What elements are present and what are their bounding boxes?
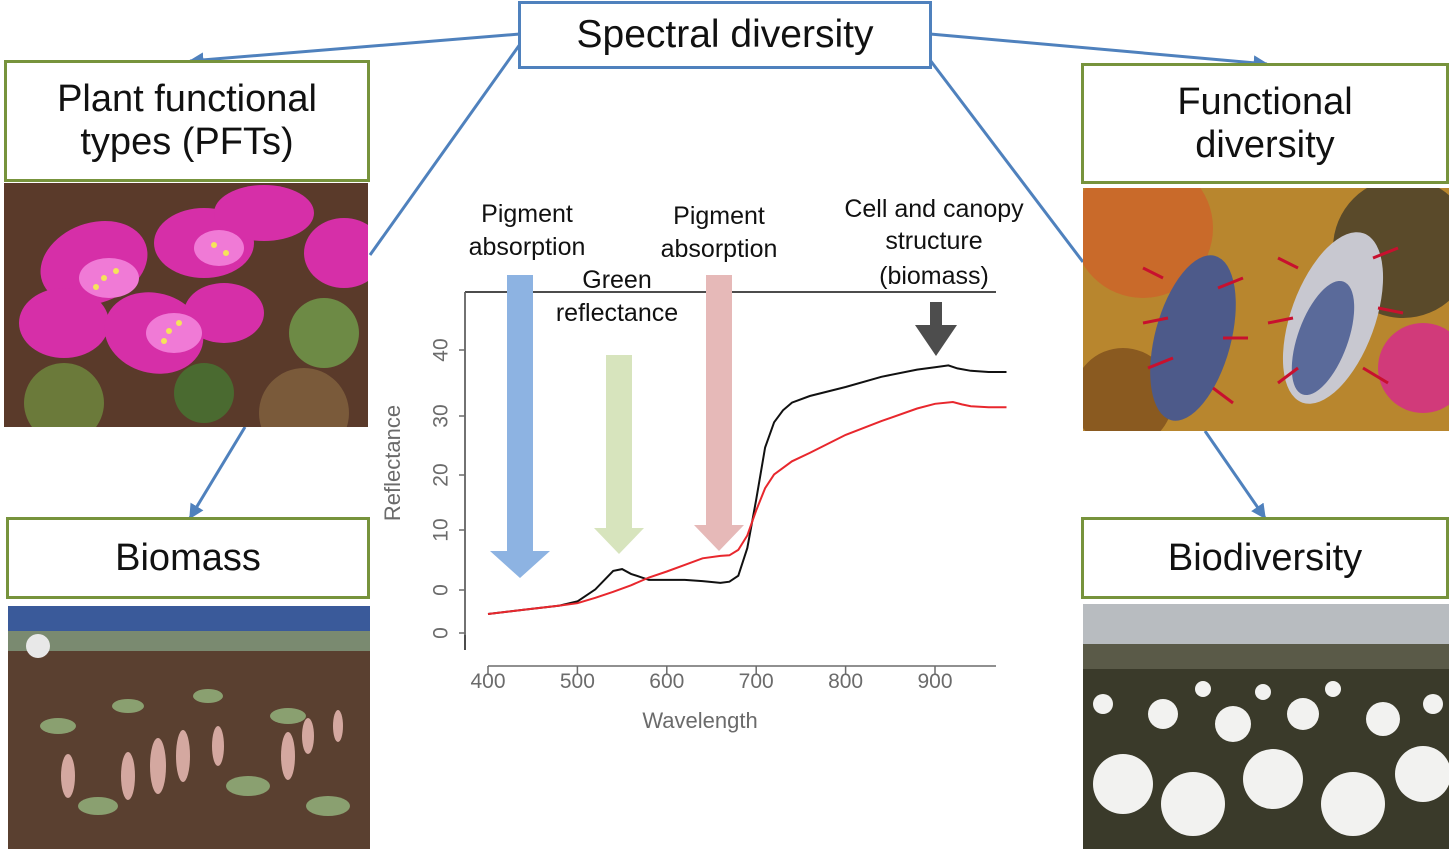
biomass-box: Biomass: [6, 517, 370, 599]
connector-spectral-to-functional: [929, 32, 1269, 71]
photo-pink-flowers: [4, 183, 368, 427]
biodiversity-box: Biodiversity: [1081, 517, 1449, 599]
pft-label-line1: Plant functional: [57, 78, 317, 121]
annotation-structure-line3: (biomass): [879, 262, 989, 290]
x-tick-label: 800: [828, 670, 863, 693]
photo-tundra-slope: [8, 606, 370, 849]
annotation-pigment-absorption-2-line1: Pigment: [673, 202, 765, 230]
functional-diversity-box: Functional diversity: [1081, 63, 1449, 184]
x-tick-label: 400: [470, 670, 505, 693]
annotation-structure-line2: structure: [885, 227, 982, 255]
connector-spectral-to-pft-photo: [368, 39, 525, 256]
spectral-diversity-box: Spectral diversity: [518, 1, 932, 69]
spectral-chart: Pigment absorption Green reflectance Pig…: [370, 180, 1060, 760]
spectral-chart-svg: Pigment absorption Green reflectance Pig…: [380, 195, 1024, 733]
functional-diversity-label: Functional diversity: [1177, 81, 1352, 166]
connector-spectral-to-pfts: [188, 32, 521, 68]
annotation-pigment-absorption-1-line2: absorption: [469, 233, 586, 261]
y-tick-label: 40: [430, 338, 453, 361]
spectral-curve-red: [487, 400, 1007, 615]
green-reflectance-arrow: [594, 355, 644, 554]
biodiversity-label: Biodiversity: [1167, 536, 1363, 579]
annotation-green-reflectance-line2: reflectance: [556, 299, 678, 327]
y-tick-label: 0: [430, 584, 453, 596]
blue-pigment-arrow: [490, 275, 550, 578]
y-axis-title: Reflectance: [380, 405, 405, 521]
x-tick-label: 900: [917, 670, 952, 693]
dark-structure-arrow: [915, 302, 957, 356]
annotation-structure-line1: Cell and canopy: [844, 195, 1024, 223]
pft-label: Plant functional types (PFTs): [57, 78, 317, 163]
connector-spectral-to-functional-photo: [928, 59, 1085, 263]
y-tick-label: 20: [430, 463, 453, 486]
pft-label-line2: types (PFTs): [80, 121, 294, 163]
x-tick-label: 500: [560, 670, 595, 693]
y-tick-label: 30: [430, 404, 453, 427]
annotation-pigment-absorption-1-line1: Pigment: [481, 200, 573, 228]
x-axis-title: Wavelength: [642, 708, 757, 733]
pft-box: Plant functional types (PFTs): [4, 60, 370, 182]
x-tick-label: 700: [739, 670, 774, 693]
spectral-curve-black: [487, 364, 1007, 615]
pink-pigment-arrow: [694, 275, 744, 551]
y-tick-label: 0: [430, 627, 453, 639]
photo-willow-catkins: [1083, 188, 1449, 431]
connector-functional-to-biodiversity: [1203, 430, 1267, 520]
photo-cotton-grass: [1083, 604, 1449, 849]
y-tick-label: 10: [430, 518, 453, 541]
annotation-green-reflectance-line1: Green: [582, 266, 651, 294]
connector-pfts-to-biomass: [188, 426, 247, 520]
annotation-pigment-absorption-2-line2: absorption: [661, 235, 778, 263]
spectral-diversity-label: Spectral diversity: [576, 13, 874, 57]
functional-diversity-line2: diversity: [1195, 123, 1335, 166]
functional-diversity-line1: Functional: [1177, 80, 1353, 123]
x-tick-label: 600: [649, 670, 684, 693]
biomass-label: Biomass: [115, 536, 261, 579]
annotation-arrows: [490, 275, 957, 578]
